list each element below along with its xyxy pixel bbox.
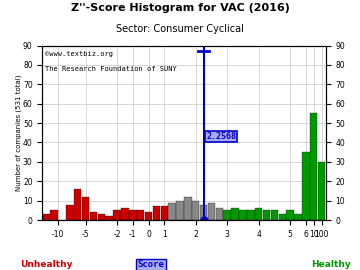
Bar bbox=[271, 210, 278, 220]
Text: Healthy: Healthy bbox=[311, 260, 351, 269]
Bar bbox=[192, 201, 199, 220]
Bar bbox=[216, 208, 223, 220]
Text: Sector: Consumer Cyclical: Sector: Consumer Cyclical bbox=[116, 24, 244, 34]
Bar bbox=[137, 210, 144, 220]
Bar bbox=[105, 216, 113, 220]
Bar bbox=[287, 210, 294, 220]
Bar bbox=[184, 197, 192, 220]
Bar bbox=[168, 202, 176, 220]
Bar bbox=[247, 210, 255, 220]
Bar bbox=[231, 208, 239, 220]
Bar bbox=[294, 214, 302, 220]
Bar bbox=[90, 212, 97, 220]
Bar bbox=[66, 205, 74, 220]
Bar bbox=[279, 214, 286, 220]
Bar bbox=[176, 201, 184, 220]
Text: Unhealthy: Unhealthy bbox=[21, 260, 73, 269]
Text: Score: Score bbox=[138, 260, 165, 269]
Bar bbox=[318, 162, 325, 220]
Bar bbox=[200, 205, 207, 220]
Bar bbox=[98, 214, 105, 220]
Bar bbox=[161, 207, 168, 220]
Bar bbox=[153, 207, 160, 220]
Bar bbox=[82, 197, 89, 220]
Bar bbox=[302, 152, 310, 220]
Text: The Research Foundation of SUNY: The Research Foundation of SUNY bbox=[45, 66, 177, 72]
Bar bbox=[255, 208, 262, 220]
Y-axis label: Number of companies (531 total): Number of companies (531 total) bbox=[15, 75, 22, 191]
Bar bbox=[113, 210, 121, 220]
Text: Z''-Score Histogram for VAC (2016): Z''-Score Histogram for VAC (2016) bbox=[71, 3, 289, 13]
Text: 2.2568: 2.2568 bbox=[206, 132, 236, 141]
Bar bbox=[239, 210, 247, 220]
Bar bbox=[129, 210, 136, 220]
Bar bbox=[263, 210, 270, 220]
Bar bbox=[145, 212, 152, 220]
Bar bbox=[224, 210, 231, 220]
Bar bbox=[121, 208, 129, 220]
Bar bbox=[50, 210, 58, 220]
Bar bbox=[74, 189, 81, 220]
Bar bbox=[310, 113, 318, 220]
Text: ©www.textbiz.org: ©www.textbiz.org bbox=[45, 51, 113, 57]
Bar bbox=[208, 202, 215, 220]
Bar bbox=[42, 214, 50, 220]
